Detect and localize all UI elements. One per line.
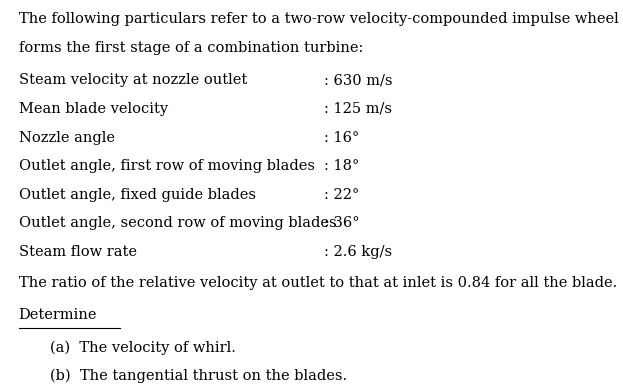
Text: : 125 m/s: : 125 m/s: [324, 102, 392, 116]
Text: : 2.6 kg/s: : 2.6 kg/s: [324, 245, 392, 259]
Text: : 630 m/s: : 630 m/s: [324, 73, 392, 87]
Text: The ratio of the relative velocity at outlet to that at inlet is 0.84 for all th: The ratio of the relative velocity at ou…: [19, 276, 617, 290]
Text: : 18°: : 18°: [324, 159, 359, 173]
Text: Outlet angle, fixed guide blades: Outlet angle, fixed guide blades: [19, 188, 255, 202]
Text: The following particulars refer to a two-row velocity-compounded impulse wheel w: The following particulars refer to a two…: [19, 12, 623, 26]
Text: (b)  The tangential thrust on the blades.: (b) The tangential thrust on the blades.: [50, 369, 347, 383]
Text: Nozzle angle: Nozzle angle: [19, 131, 115, 145]
Text: Steam velocity at nozzle outlet: Steam velocity at nozzle outlet: [19, 73, 247, 87]
Text: Outlet angle, first row of moving blades: Outlet angle, first row of moving blades: [19, 159, 315, 173]
Text: : 36°: : 36°: [324, 216, 359, 230]
Text: Outlet angle, second row of moving blades: Outlet angle, second row of moving blade…: [19, 216, 336, 230]
Text: Mean blade velocity: Mean blade velocity: [19, 102, 168, 116]
Text: : 22°: : 22°: [324, 188, 359, 202]
Text: forms the first stage of a combination turbine:: forms the first stage of a combination t…: [19, 41, 363, 55]
Text: Steam flow rate: Steam flow rate: [19, 245, 136, 259]
Text: (a)  The velocity of whirl.: (a) The velocity of whirl.: [50, 340, 235, 355]
Text: : 16°: : 16°: [324, 131, 359, 145]
Text: Determine: Determine: [19, 308, 97, 322]
